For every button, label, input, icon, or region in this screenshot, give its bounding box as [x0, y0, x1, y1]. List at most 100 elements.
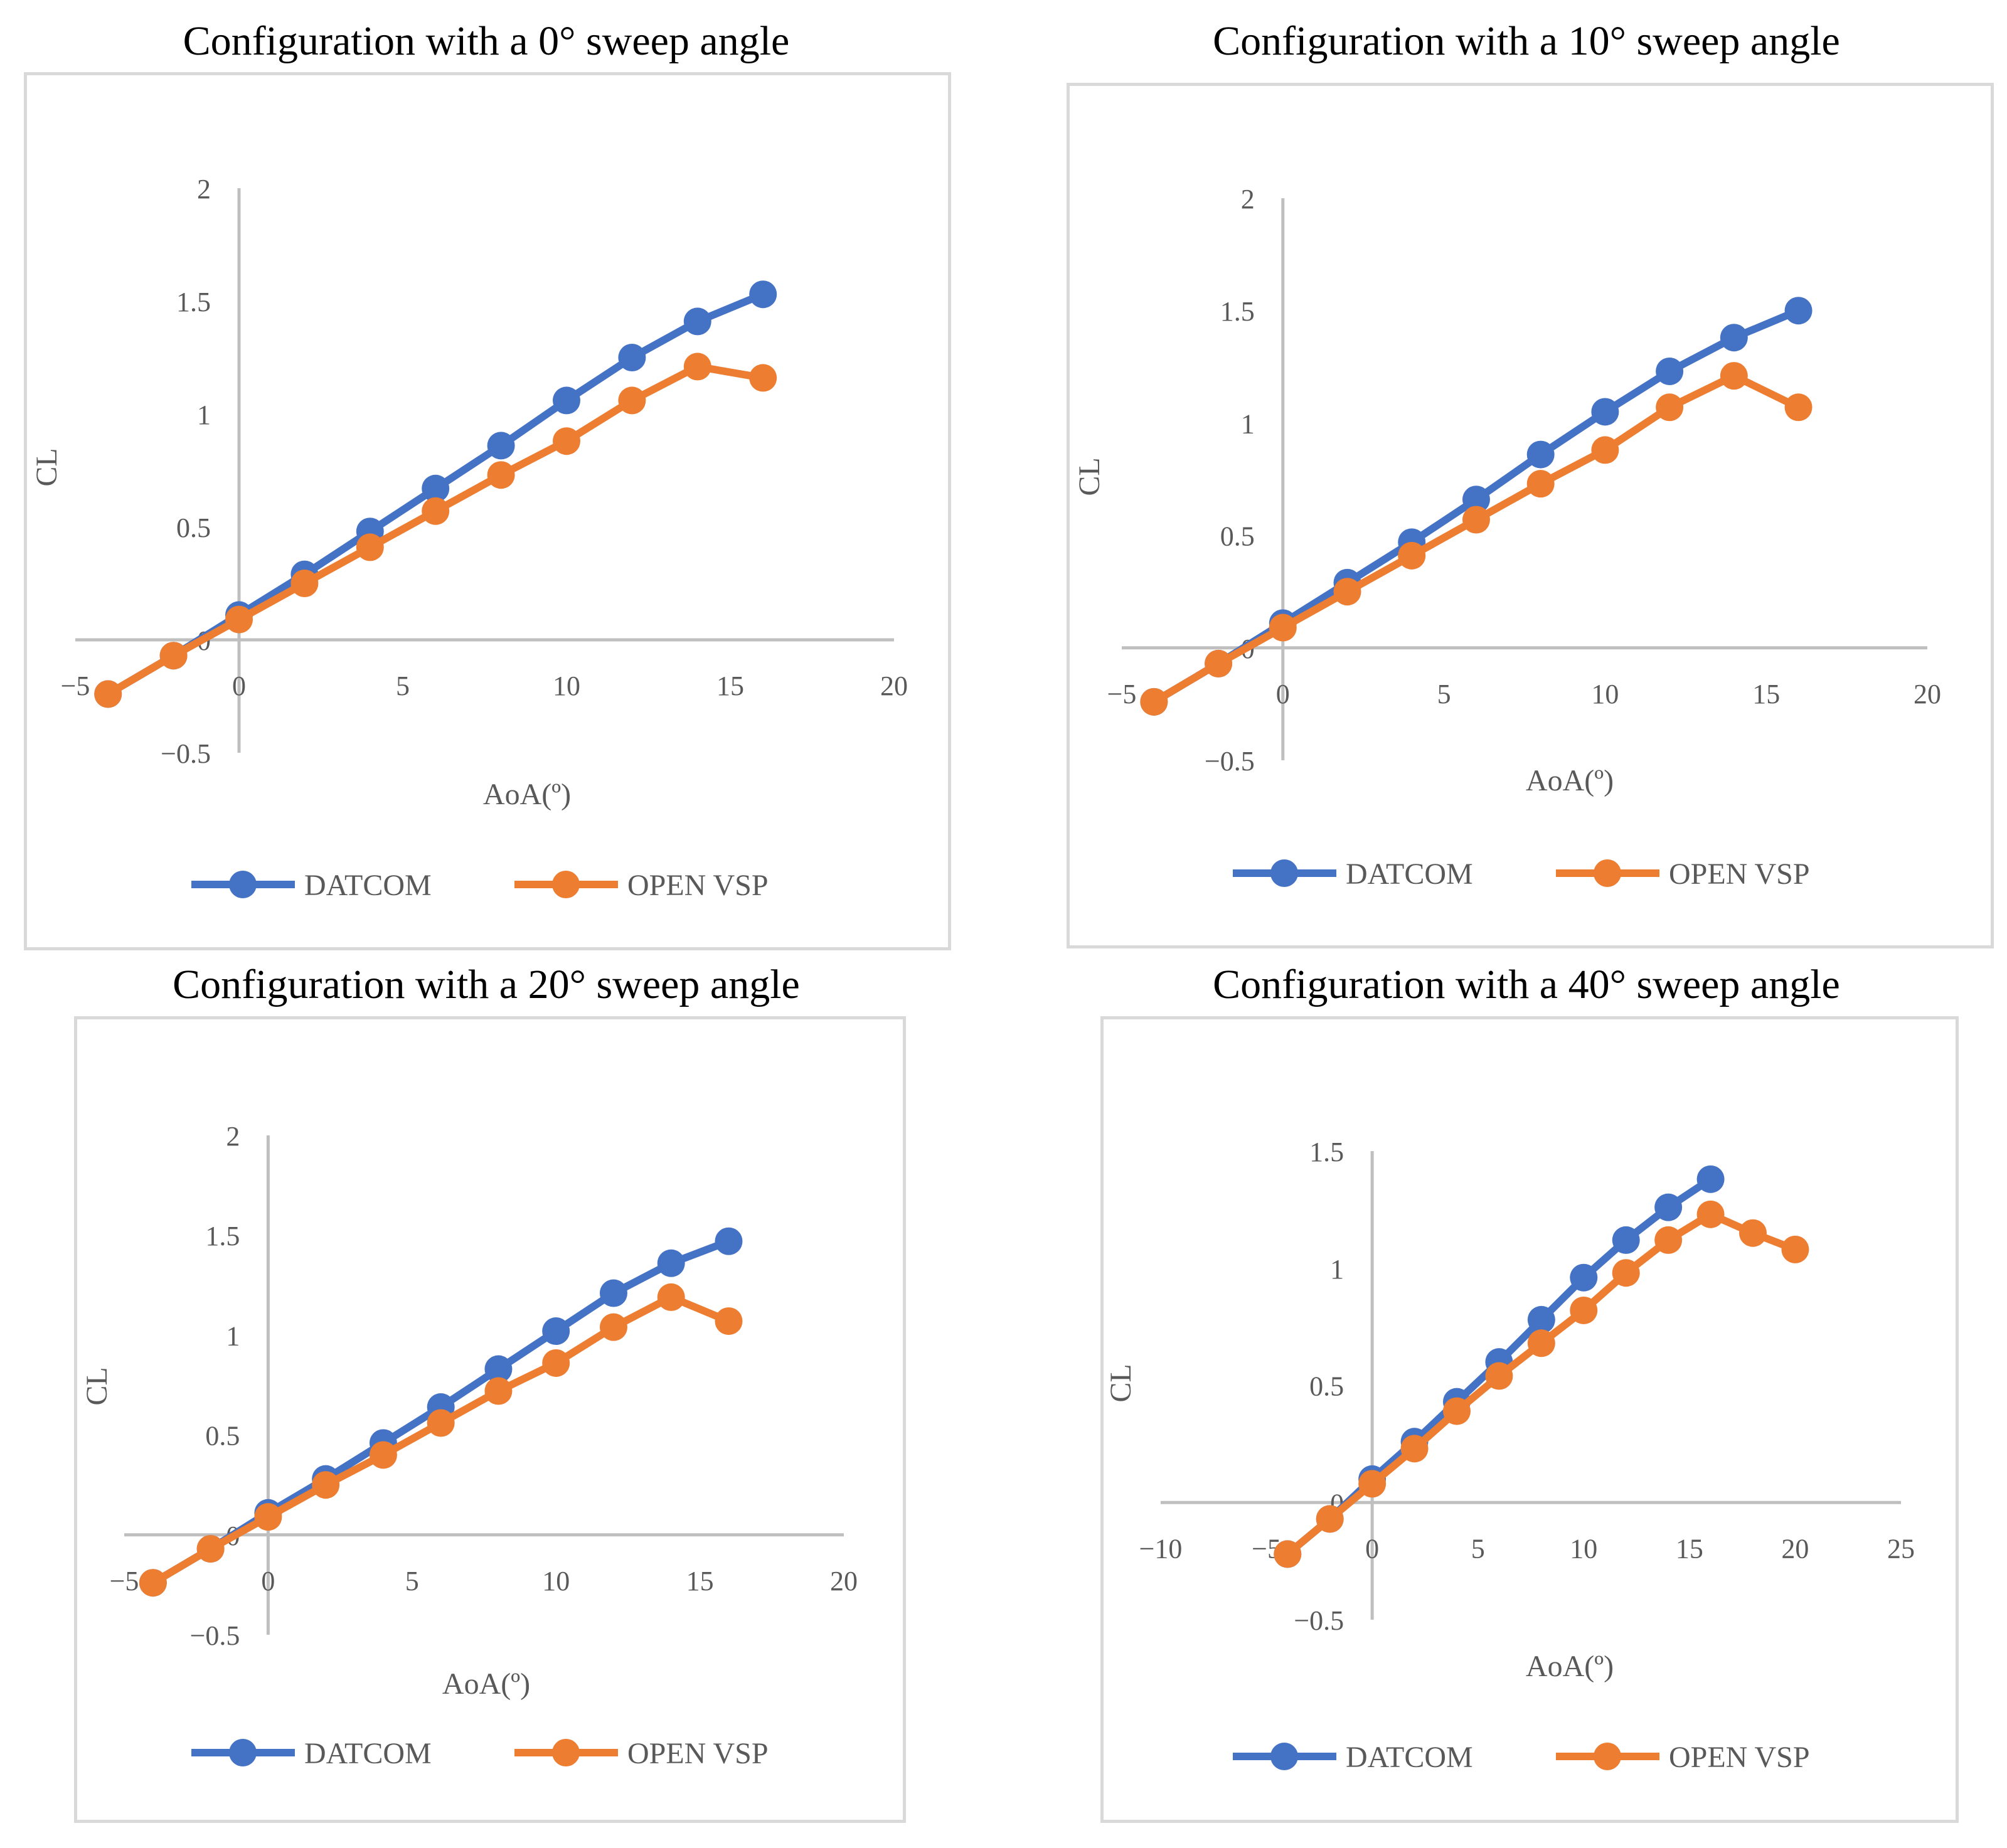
data-point-openvsp	[1333, 578, 1361, 606]
data-point-datcom	[1720, 324, 1748, 352]
data-point-openvsp	[1720, 362, 1748, 390]
data-point-openvsp	[196, 1535, 225, 1563]
x-axis-title: AoA(º)	[1526, 764, 1614, 797]
data-point-openvsp	[1781, 1235, 1809, 1263]
data-point-openvsp	[749, 364, 777, 392]
data-point-openvsp	[715, 1307, 743, 1336]
data-point-datcom	[683, 307, 711, 336]
legend-label: DATCOM	[1346, 858, 1473, 891]
y-tick-label: 1	[226, 1320, 240, 1351]
data-point-openvsp	[657, 1283, 685, 1311]
data-point-openvsp	[1462, 506, 1490, 534]
chart-title: Configuration with a 20° sweep angle	[173, 962, 800, 1007]
data-point-openvsp	[1274, 1540, 1302, 1568]
x-tick-label: −5	[1107, 679, 1137, 709]
data-point-datcom	[1462, 486, 1490, 514]
x-tick-label: 10	[553, 671, 580, 701]
y-tick-label: −0.5	[161, 738, 211, 769]
x-tick-label: 5	[1437, 679, 1451, 709]
data-point-datcom	[618, 344, 646, 371]
x-tick-label: 5	[396, 671, 410, 701]
data-point-datcom	[553, 386, 580, 415]
legend-label: OPEN VSP	[1669, 1741, 1810, 1774]
chart-frame	[1067, 83, 1994, 948]
chart-title: Configuration with a 0° sweep angle	[183, 18, 790, 64]
data-point-datcom	[1527, 1305, 1555, 1334]
y-tick-label: 0.5	[205, 1421, 240, 1452]
x-tick-label: 10	[542, 1566, 570, 1596]
data-point-openvsp	[139, 1569, 167, 1597]
x-tick-label: 20	[1781, 1533, 1809, 1564]
chart-title: Configuration with a 40° sweep angle	[1213, 962, 1840, 1007]
data-point-openvsp	[312, 1471, 340, 1499]
y-tick-label: 0.5	[1220, 521, 1255, 552]
y-tick-label: 1.5	[205, 1221, 240, 1251]
y-tick-label: −0.5	[190, 1620, 240, 1651]
legend-label: DATCOM	[304, 869, 432, 902]
legend-marker	[1594, 1743, 1621, 1770]
x-tick-label: 0	[261, 1566, 275, 1596]
data-point-datcom	[1696, 1165, 1725, 1193]
legend-label: OPEN VSP	[627, 869, 769, 902]
legend-marker	[1594, 859, 1621, 887]
y-tick-label: 1.5	[1309, 1137, 1344, 1167]
data-point-openvsp	[225, 605, 253, 634]
x-tick-label: 15	[686, 1566, 714, 1596]
data-point-openvsp	[683, 353, 711, 381]
x-tick-label: 0	[1365, 1533, 1379, 1564]
chart-frame	[24, 72, 951, 950]
x-axis-title: AoA(º)	[442, 1667, 530, 1701]
data-point-datcom	[657, 1249, 685, 1277]
data-point-openvsp	[369, 1441, 397, 1469]
legend-label: OPEN VSP	[627, 1737, 769, 1770]
data-point-openvsp	[1696, 1200, 1725, 1228]
legend-marker	[552, 1739, 580, 1766]
data-point-datcom	[599, 1279, 627, 1307]
data-point-openvsp	[1570, 1296, 1598, 1324]
data-point-openvsp	[553, 427, 580, 455]
y-axis-title: CL	[80, 1367, 114, 1405]
legend: DATCOM OPEN VSP	[191, 869, 769, 902]
data-point-openvsp	[599, 1313, 627, 1341]
x-tick-label: 5	[1471, 1533, 1485, 1564]
y-tick-label: −0.5	[1205, 746, 1255, 777]
data-point-datcom	[1526, 440, 1555, 469]
data-point-datcom	[1784, 297, 1813, 325]
legend: DATCOM OPEN VSP	[1233, 858, 1810, 891]
x-tick-label: 15	[716, 671, 744, 701]
data-point-datcom	[749, 280, 777, 309]
data-point-openvsp	[1526, 470, 1555, 498]
data-point-datcom	[422, 474, 450, 502]
x-tick-label: 25	[1887, 1533, 1915, 1564]
data-point-datcom	[1591, 398, 1619, 426]
data-point-openvsp	[1485, 1362, 1513, 1390]
data-point-openvsp	[94, 680, 122, 708]
data-point-openvsp	[1654, 1226, 1683, 1254]
data-point-datcom	[1656, 357, 1684, 385]
data-point-openvsp	[290, 570, 319, 597]
data-point-openvsp	[1398, 541, 1426, 570]
data-point-datcom	[487, 432, 515, 460]
data-point-openvsp	[1527, 1329, 1555, 1357]
x-tick-label: 20	[880, 671, 908, 701]
x-axis-title: AoA(º)	[483, 778, 571, 811]
data-point-datcom	[1570, 1263, 1598, 1292]
y-axis-title: CL	[1104, 1364, 1137, 1402]
data-point-datcom	[542, 1317, 570, 1346]
data-point-datcom	[715, 1227, 743, 1255]
legend-marker	[229, 871, 257, 898]
y-tick-label: 1	[197, 400, 211, 430]
legend-marker	[552, 871, 580, 898]
x-tick-label: −5	[110, 1566, 139, 1596]
x-tick-label: 0	[232, 671, 246, 701]
legend: DATCOM OPEN VSP	[1233, 1741, 1810, 1774]
data-point-openvsp	[1140, 688, 1168, 716]
data-point-openvsp	[542, 1349, 570, 1377]
y-axis-title: CL	[30, 448, 63, 486]
chart-title: Configuration with a 10° sweep angle	[1213, 18, 1840, 64]
x-tick-label: 10	[1570, 1533, 1597, 1564]
